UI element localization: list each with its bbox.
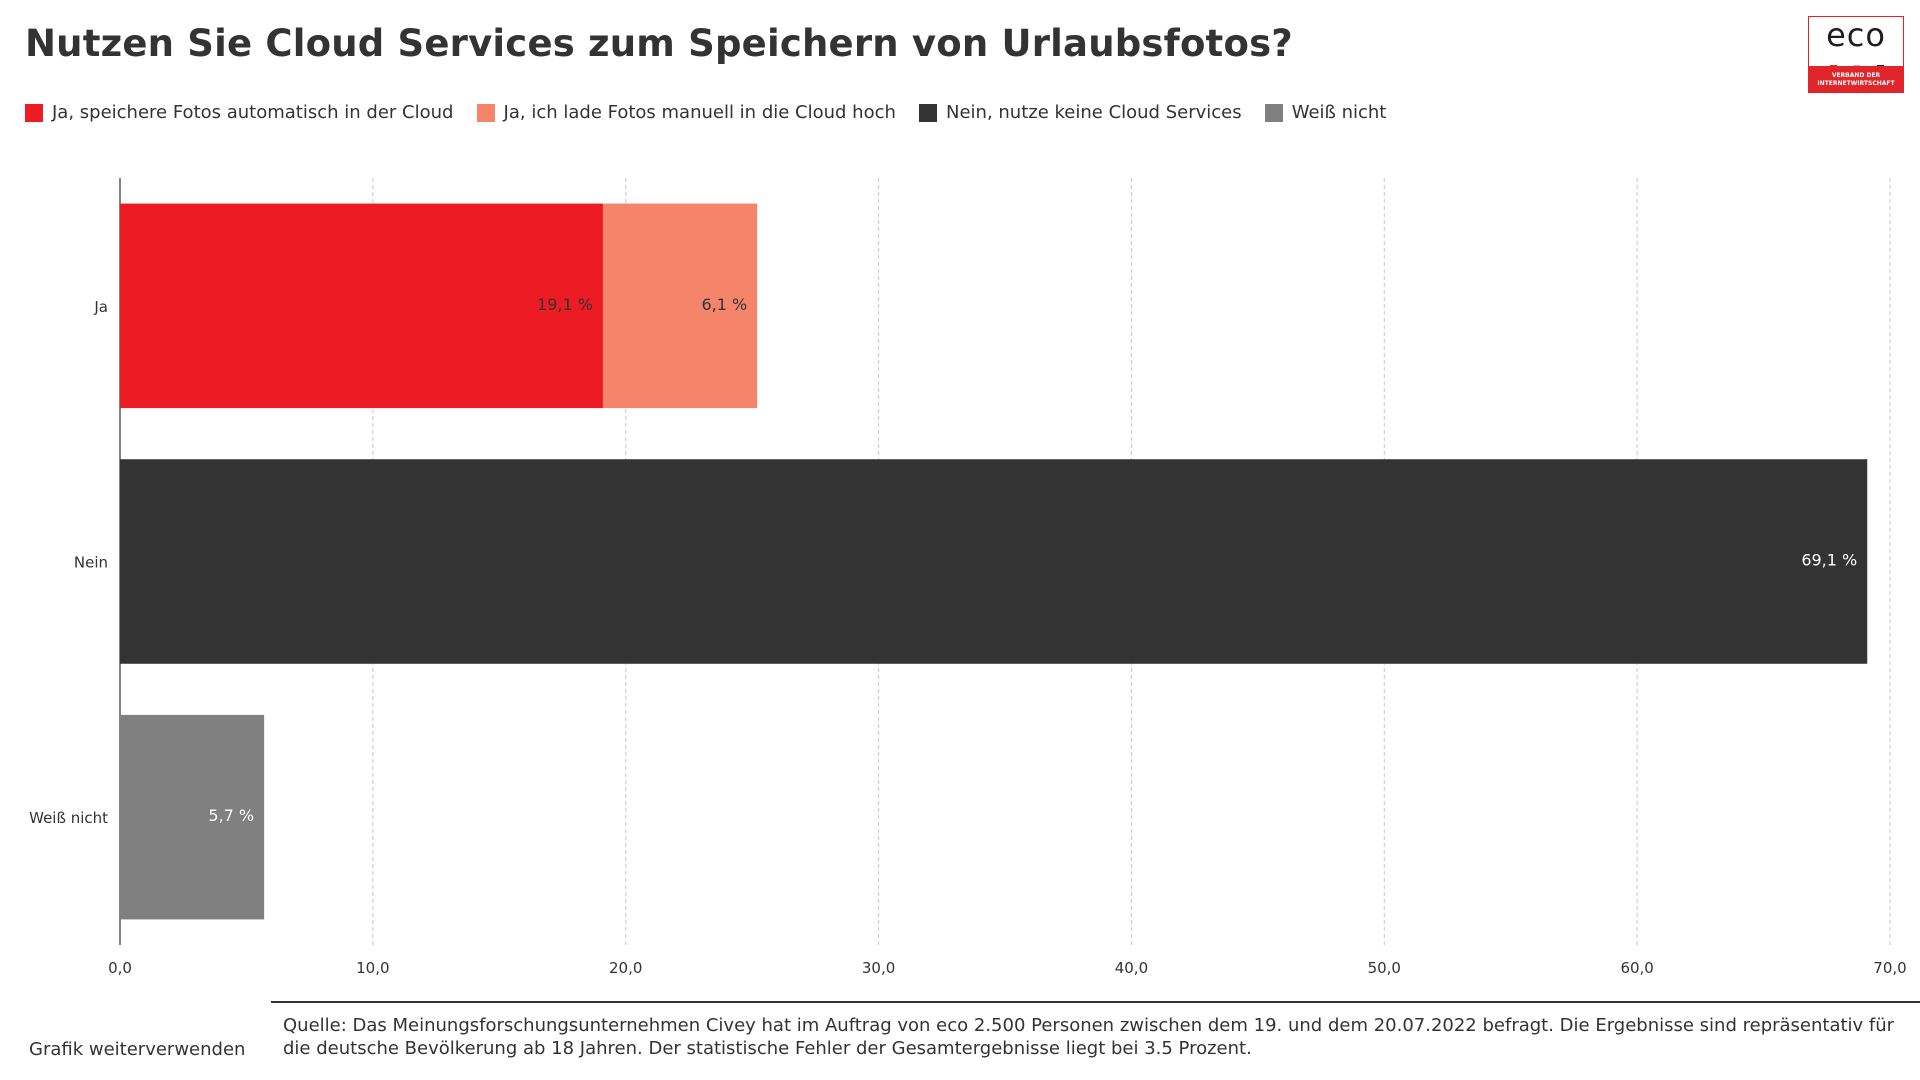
legend-label-no: Nein, nutze keine Cloud Services [946, 102, 1242, 123]
bar-2-3 [120, 714, 265, 920]
legend-item-no[interactable]: Nein, nutze keine Cloud Services [919, 102, 1242, 123]
x-tick-label-50: 50,0 [1368, 959, 1401, 977]
source-note: Quelle: Das Meinungsforschungsunternehme… [283, 1015, 1895, 1059]
legend-swatch-no [919, 103, 937, 122]
chart-legend: Ja, speichere Fotos automatisch in der C… [25, 102, 1404, 126]
category-label-2: Weiß nicht [29, 809, 108, 827]
category-label-0: Ja [93, 298, 108, 316]
bar-0-1 [602, 203, 758, 409]
legend-label-unknown: Weiß nicht [1291, 102, 1387, 123]
legend-swatch-unknown [1264, 103, 1283, 122]
reuse-graphic-link[interactable]: Grafik weiterverwenden [29, 1039, 246, 1060]
x-tick-label-10: 10,0 [356, 959, 389, 977]
footer-divider [271, 1001, 1920, 1003]
legend-label-auto: Ja, speichere Fotos automatisch in der C… [52, 102, 454, 123]
data-label-1-2: 69,1 % [1801, 551, 1857, 570]
eco-logo[interactable]: eco VERBAND DER INTERNETWIRTSCHAFT [1808, 16, 1904, 93]
x-tick-label-70: 70,0 [1873, 959, 1906, 977]
legend-item-manual[interactable]: Ja, ich lade Fotos manuell in die Cloud … [476, 102, 896, 123]
chart-title: Nutzen Sie Cloud Services zum Speichern … [25, 22, 1293, 65]
category-label-1: Nein [74, 554, 108, 572]
legend-swatch-auto [25, 103, 43, 122]
data-label-2-3: 5,7 % [208, 806, 254, 825]
data-label-0-0: 19,1 % [537, 295, 593, 314]
data-label-0-1: 6,1 % [701, 295, 747, 314]
bar-0-0 [120, 203, 603, 409]
x-tick-label-40: 40,0 [1115, 959, 1148, 977]
bar-chart: 0,0 10,0 20,0 30,0 40,0 50,0 60,0 70,0 Ja Nein Wei… [29, 178, 1907, 977]
x-tick-label-60: 60,0 [1620, 959, 1653, 977]
legend-item-auto[interactable]: Ja, speichere Fotos automatisch in der C… [25, 102, 453, 123]
x-tick-label-30: 30,0 [862, 959, 895, 977]
logo-wordmark: eco [1826, 16, 1886, 54]
legend-swatch-manual [476, 103, 495, 122]
x-tick-label-20: 20,0 [609, 959, 642, 977]
x-tick-label-0: 0,0 [108, 959, 132, 977]
bar-1-2 [120, 459, 1868, 664]
legend-item-unknown[interactable]: Weiß nicht [1264, 102, 1387, 123]
logo-tagline: VERBAND DER INTERNETWIRTSCHAFT [1808, 66, 1904, 93]
legend-label-manual: Ja, ich lade Fotos manuell in die Cloud … [503, 102, 896, 123]
